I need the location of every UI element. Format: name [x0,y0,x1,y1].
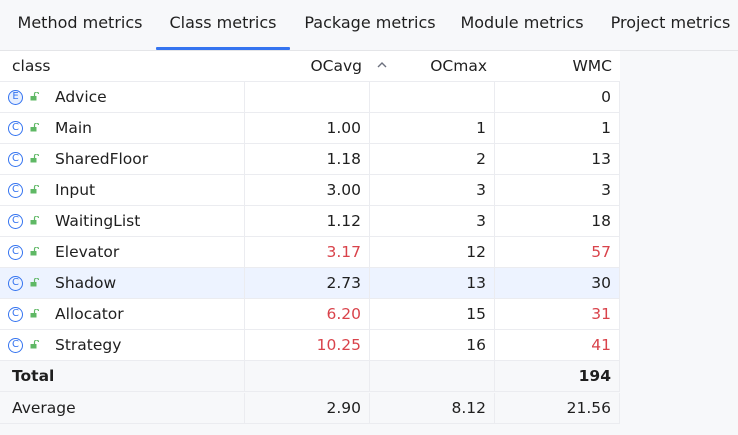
wmc-cell: 3 [495,175,620,206]
class-name: Allocator [55,305,124,323]
class-name: Strategy [55,336,122,354]
tab-class-metrics[interactable]: Class metrics [156,0,290,50]
wmc-cell: 18 [495,206,620,237]
class-cell[interactable]: C Shadow [0,268,245,299]
ocmax-cell: 13 [370,268,495,299]
table-row[interactable]: C Shadow 2.73 13 30 [0,268,620,299]
class-icon: C [8,152,23,167]
metrics-tab-bar: Method metrics Class metrics Package met… [0,0,738,51]
ocavg-cell: 6.20 [245,299,370,330]
class-name: Advice [55,88,107,106]
ocavg-cell: 2.73 [245,268,370,299]
class-cell[interactable]: C Elevator [0,237,245,268]
wmc-cell: 13 [495,144,620,175]
class-cell[interactable]: E Advice [0,82,245,113]
average-label: Average [0,393,245,424]
class-cell[interactable]: C Allocator [0,299,245,330]
wmc-cell: 41 [495,330,620,361]
ocavg-cell [245,82,370,113]
ocmax-cell: 3 [370,206,495,237]
table-row[interactable]: C Strategy 10.25 16 41 [0,330,620,361]
lock-open-icon [30,340,39,349]
lock-open-icon [30,278,39,287]
enum-icon: E [8,90,23,105]
ocmax-cell: 12 [370,237,495,268]
column-header-ocavg[interactable]: OCavg [310,57,362,75]
class-name: Main [55,119,93,137]
class-name: WaitingList [55,212,141,230]
wmc-cell: 31 [495,299,620,330]
table-header: class OCavg OCmax WMC [0,51,620,82]
table-row[interactable]: C Input 3.00 3 3 [0,175,620,206]
tab-project-metrics[interactable]: Project metrics [610,13,731,32]
lock-open-icon [30,185,39,194]
average-ocavg: 2.90 [245,393,370,424]
column-header-ocmax[interactable]: OCmax [430,57,487,75]
ocavg-cell: 1.18 [245,144,370,175]
total-row: Total 194 [0,361,620,392]
ocmax-cell [370,82,495,113]
lock-open-icon [30,154,39,163]
table-row[interactable]: C Elevator 3.17 12 57 [0,237,620,268]
chevron-up-icon[interactable] [376,60,388,70]
class-icon: C [8,307,23,322]
class-icon: C [8,183,23,198]
average-wmc: 21.56 [495,393,620,424]
class-icon: C [8,214,23,229]
table-row[interactable]: C WaitingList 1.12 3 18 [0,206,620,237]
class-cell[interactable]: C WaitingList [0,206,245,237]
wmc-cell: 1 [495,113,620,144]
ocavg-cell: 1.12 [245,206,370,237]
wmc-cell: 57 [495,237,620,268]
class-icon: C [8,338,23,353]
tab-package-metrics[interactable]: Package metrics [304,13,436,32]
class-cell[interactable]: C Main [0,113,245,144]
wmc-cell: 30 [495,268,620,299]
class-name: Shadow [55,274,117,292]
total-ocavg [245,361,370,392]
lock-open-icon [30,216,39,225]
tab-module-metrics[interactable]: Module metrics [460,13,584,32]
ocmax-cell: 16 [370,330,495,361]
column-header-class[interactable]: class [12,57,51,75]
table-row[interactable]: E Advice 0 [0,82,620,113]
class-cell[interactable]: C Input [0,175,245,206]
ocmax-cell: 15 [370,299,495,330]
ocavg-cell: 10.25 [245,330,370,361]
total-wmc: 194 [495,361,620,392]
ocavg-cell: 3.00 [245,175,370,206]
average-ocmax: 8.12 [370,393,495,424]
class-name: Elevator [55,243,120,261]
class-name: SharedFloor [55,150,149,168]
class-icon: C [8,245,23,260]
ocavg-cell: 3.17 [245,237,370,268]
wmc-cell: 0 [495,82,620,113]
ocmax-cell: 2 [370,144,495,175]
lock-open-icon [30,247,39,256]
lock-open-icon [30,123,39,132]
ocavg-cell: 1.00 [245,113,370,144]
total-label: Total [0,361,245,392]
class-icon: C [8,276,23,291]
lock-open-icon [30,92,39,101]
lock-open-icon [30,309,39,318]
tab-method-metrics[interactable]: Method metrics [17,13,143,32]
average-row: Average 2.90 8.12 21.56 [0,393,620,424]
ocmax-cell: 3 [370,175,495,206]
total-ocmax [370,361,495,392]
class-icon: C [8,121,23,136]
column-header-wmc[interactable]: WMC [572,57,612,75]
class-cell[interactable]: C Strategy [0,330,245,361]
table-row[interactable]: C Allocator 6.20 15 31 [0,299,620,330]
table-row[interactable]: C Main 1.00 1 1 [0,113,620,144]
class-name: Input [55,181,96,199]
class-cell[interactable]: C SharedFloor [0,144,245,175]
ocmax-cell: 1 [370,113,495,144]
table-row[interactable]: C SharedFloor 1.18 2 13 [0,144,620,175]
